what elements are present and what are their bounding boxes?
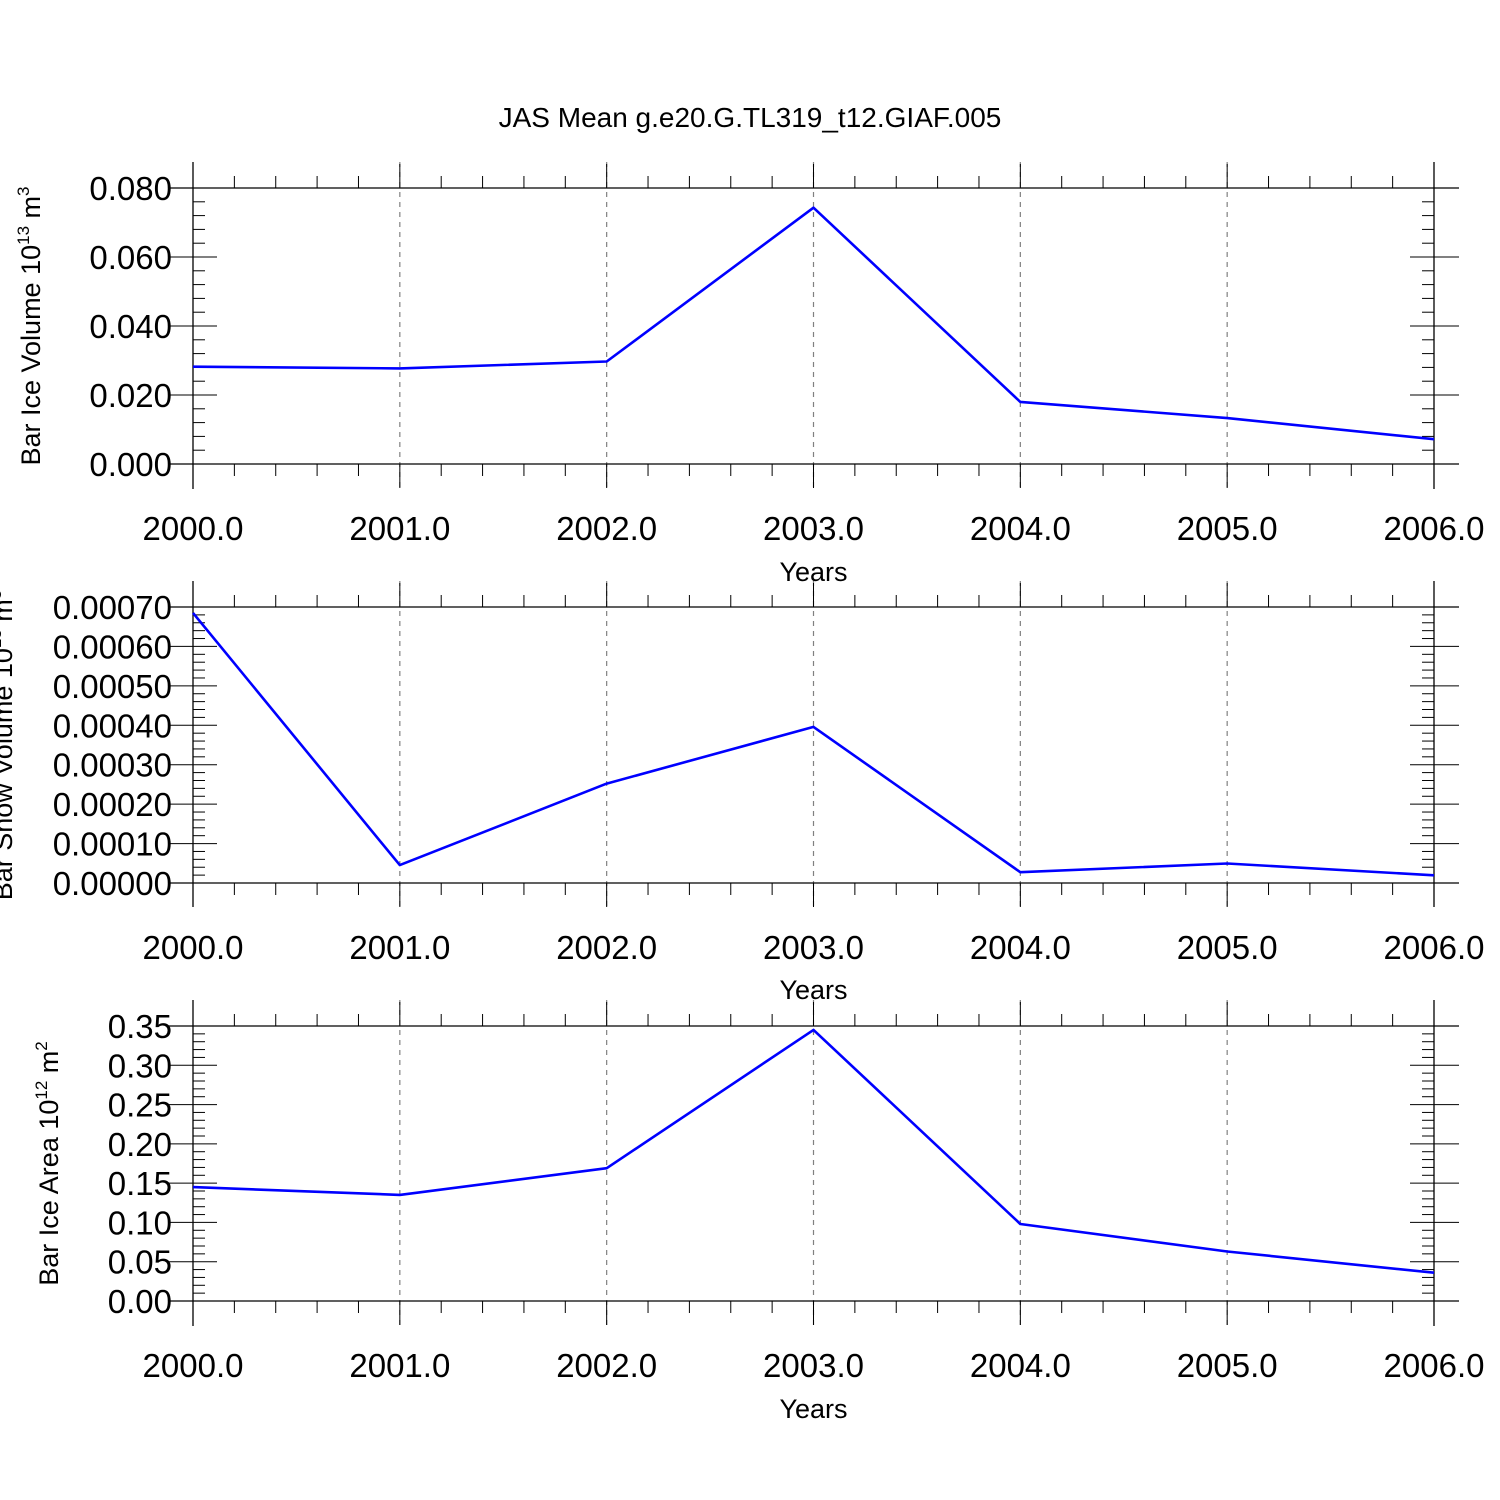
y-axis-title-text: Bar Ice Volume 10 [16, 245, 46, 466]
y-tick-label: 0.020 [89, 377, 172, 414]
x-tick-label: 2003.0 [763, 510, 864, 547]
y-axis-title-exponent: 13 [14, 226, 33, 245]
y-tick-label: 0.080 [89, 170, 172, 207]
panel-1: 0.000 0.020 0.040 0.060 0.080 2000.0 2001.0 200… [14, 162, 1484, 587]
panel-3: 0.000.050.100.150.200.250.300.35 2000.0 20… [32, 1000, 1484, 1424]
y-tick-label: 0.30 [108, 1047, 172, 1084]
y-tick-label: 0.000 [89, 446, 172, 483]
x-tick-label: 2003.0 [763, 1347, 864, 1384]
x-tick-label: 2001.0 [349, 1347, 450, 1384]
x-tick-label: 2004.0 [970, 1347, 1071, 1384]
panel-2: 0.000000.000100.000200.000300.000400.000… [0, 581, 1484, 1005]
panels: 0.000 0.020 0.040 0.060 0.080 2000.0 2001.0 200… [0, 162, 1484, 1424]
y-tick-label: 0.00020 [53, 786, 172, 823]
x-tick-label: 2004.0 [970, 929, 1071, 966]
y-tick-label: 0.10 [108, 1204, 172, 1241]
y-axis-title: Bar Snow Volume 1013 m3 [0, 590, 18, 901]
series-line [192, 206, 1435, 441]
x-tick-label: 2002.0 [556, 929, 657, 966]
x-tick-label: 2006.0 [1384, 929, 1485, 966]
y-tick-label: 0.00010 [53, 826, 172, 863]
y-axis-title-unit-exponent: 3 [14, 186, 33, 195]
y-tick-label: 0.00030 [53, 747, 172, 784]
series-line [191, 612, 1435, 877]
y-tick-label: 0.00060 [53, 628, 172, 665]
y-axis-title: Bar Ice Area 1012 m2 [32, 1041, 64, 1286]
y-axis-title-unit-exponent: 3 [0, 590, 5, 599]
y-tick-label: 0.040 [89, 308, 172, 345]
y-axis-title-text: Bar Ice Area 10 [34, 1100, 64, 1286]
y-tick-label: 0.00050 [53, 668, 172, 705]
y-tick-label: 0.00 [108, 1283, 172, 1320]
x-tick-label: 2002.0 [556, 510, 657, 547]
y-axis-title-text: Bar Snow Volume 10 [0, 648, 18, 900]
x-tick-label: 2001.0 [349, 929, 450, 966]
x-tick-label: 2001.0 [349, 510, 450, 547]
x-tick-label: 2006.0 [1384, 510, 1485, 547]
main-title: JAS Mean g.e20.G.TL319_t12.GIAF.005 [499, 102, 1002, 133]
y-tick-label: 0.00070 [53, 589, 172, 626]
x-tick-label: 2000.0 [143, 510, 244, 547]
y-tick-label: 0.05 [108, 1244, 172, 1281]
y-axis-title-unit: m [16, 196, 46, 226]
y-tick-label: 0.20 [108, 1126, 172, 1163]
y-axis-title-exponent: 12 [32, 1081, 51, 1100]
x-tick-label: 2002.0 [556, 1347, 657, 1384]
x-tick-label: 2004.0 [970, 510, 1071, 547]
y-tick-label: 0.060 [89, 239, 172, 276]
y-tick-label: 0.15 [108, 1165, 172, 1202]
x-tick-label: 2005.0 [1177, 510, 1278, 547]
y-axis-title-unit: m [0, 599, 18, 629]
y-axis-title-unit-exponent: 2 [32, 1041, 51, 1050]
y-axis-title-unit: m [34, 1051, 64, 1081]
y-axis-title-exponent: 13 [0, 629, 5, 648]
x-tick-label: 2005.0 [1177, 1347, 1278, 1384]
x-axis-title: Years [779, 1394, 847, 1424]
series-line [192, 1028, 1435, 1274]
x-tick-label: 2006.0 [1384, 1347, 1485, 1384]
x-tick-label: 2003.0 [763, 929, 864, 966]
y-tick-label: 0.00040 [53, 707, 172, 744]
x-tick-label: 2000.0 [143, 1347, 244, 1384]
y-tick-label: 0.25 [108, 1087, 172, 1124]
y-axis-title: Bar Ice Volume 1013 m3 [14, 186, 46, 465]
y-tick-label: 0.00000 [53, 865, 172, 902]
y-tick-label: 0.35 [108, 1008, 172, 1045]
x-tick-label: 2000.0 [143, 929, 244, 966]
x-tick-label: 2005.0 [1177, 929, 1278, 966]
